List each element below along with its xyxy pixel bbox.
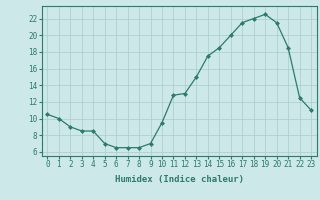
X-axis label: Humidex (Indice chaleur): Humidex (Indice chaleur) bbox=[115, 175, 244, 184]
